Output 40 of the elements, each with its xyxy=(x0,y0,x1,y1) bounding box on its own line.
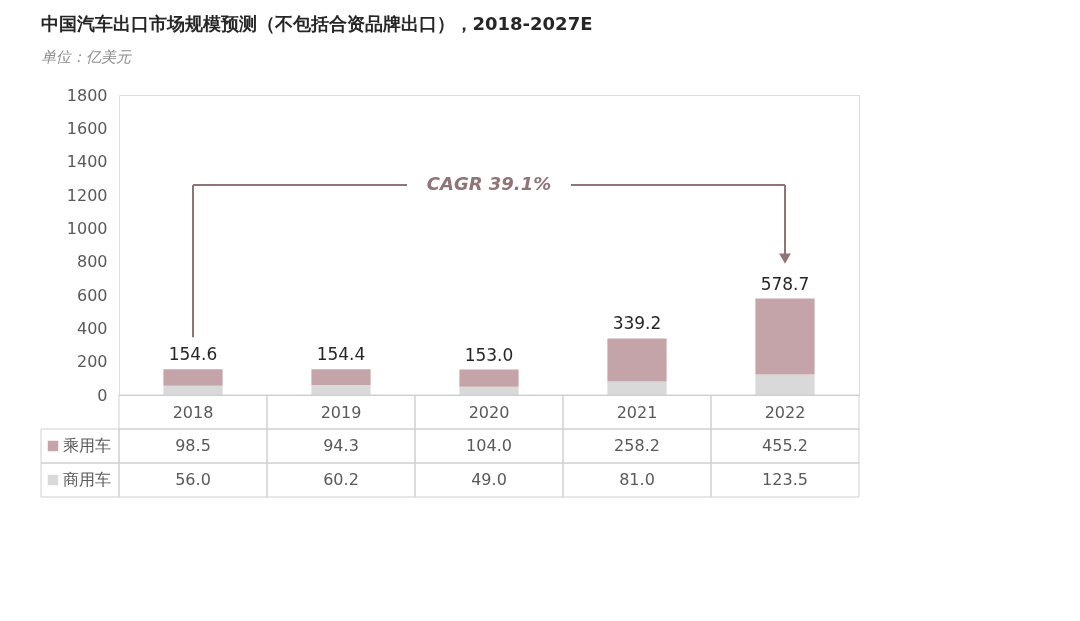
total-label: 153.0 xyxy=(464,344,514,365)
y-tick-label: 200 xyxy=(76,352,108,372)
bar xyxy=(607,338,667,382)
data-label: 49.0 xyxy=(471,470,507,489)
legend-label: 乘用车 xyxy=(63,436,111,455)
y-tick-label: 1400 xyxy=(66,152,108,172)
total-label: 578.7 xyxy=(760,273,810,294)
x-tick-label: 2020 xyxy=(468,402,510,422)
bar xyxy=(755,298,815,375)
y-tick-label: 1200 xyxy=(66,185,108,205)
chart-title: 中国汽车出口市场规模预测（不包括合资品牌出口），2018-2027E xyxy=(40,13,593,34)
y-tick-label: 1800 xyxy=(66,85,108,105)
x-tick-label: 2018 xyxy=(172,402,214,422)
y-tick-label: 1600 xyxy=(66,118,108,138)
bar xyxy=(311,369,371,385)
data-label: 455.2 xyxy=(762,436,808,455)
y-tick-label: 0 xyxy=(97,385,108,405)
legend-label: 商用车 xyxy=(63,470,111,489)
y-tick-label: 400 xyxy=(76,318,108,338)
data-label: 98.5 xyxy=(175,436,211,455)
data-label: 94.3 xyxy=(323,436,359,455)
data-label: 81.0 xyxy=(619,470,655,489)
y-tick-label: 800 xyxy=(76,252,108,272)
data-label: 104.0 xyxy=(466,436,512,455)
total-label: 339.2 xyxy=(612,313,662,334)
data-label: 258.2 xyxy=(614,436,660,455)
y-tick-label: 1000 xyxy=(66,218,108,238)
y-tick-label: 600 xyxy=(76,285,108,305)
x-tick-label: 2022 xyxy=(764,402,806,422)
total-label: 154.6 xyxy=(168,344,218,365)
x-tick-label: 2019 xyxy=(320,402,362,422)
bar xyxy=(459,369,519,387)
bar xyxy=(163,369,223,386)
annotation: CAGR 39.1% xyxy=(426,173,552,194)
total-label: 154.4 xyxy=(316,344,366,365)
data-label: 60.2 xyxy=(323,470,359,489)
x-tick-label: 2021 xyxy=(616,402,658,422)
data-label: 56.0 xyxy=(175,470,211,489)
chart-subtitle: 单位：亿美元 xyxy=(40,48,132,66)
data-label: 123.5 xyxy=(762,470,808,489)
